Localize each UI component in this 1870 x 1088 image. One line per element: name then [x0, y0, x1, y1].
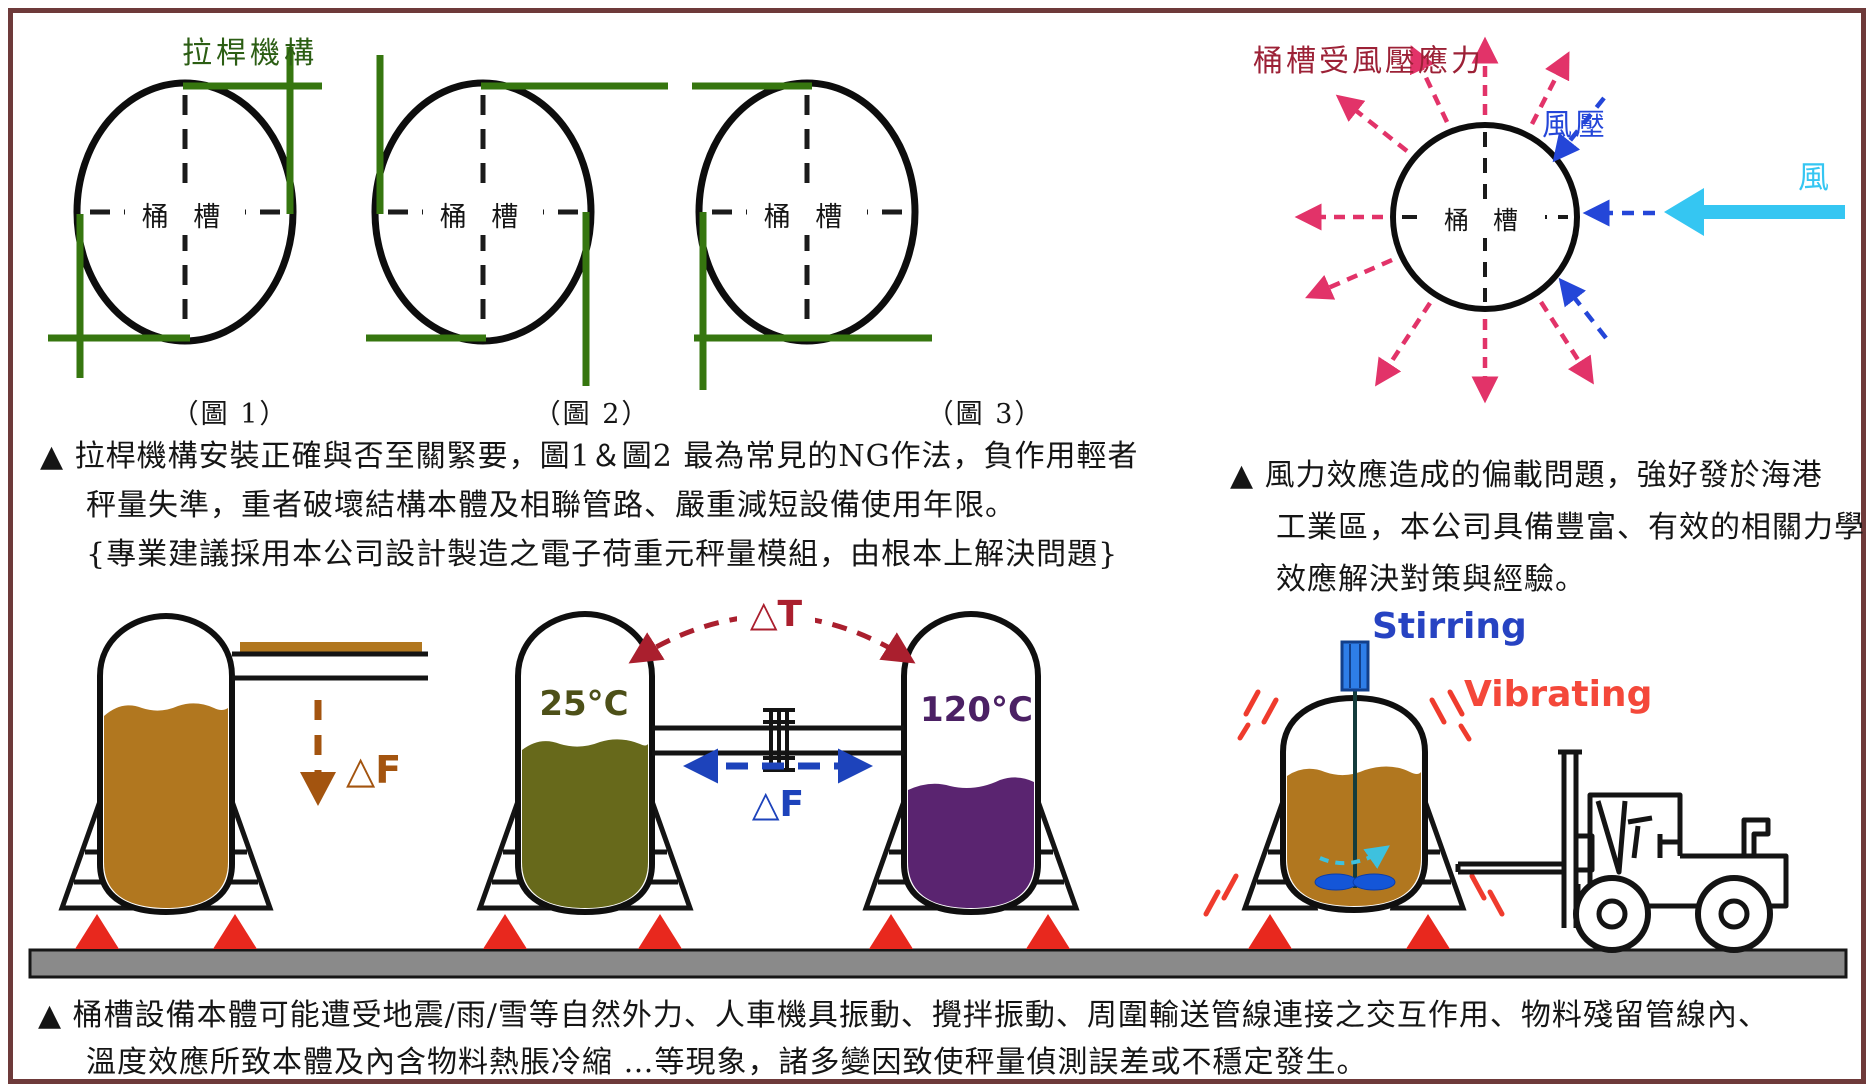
hot-tank-temp-label: 120°C — [920, 690, 1033, 730]
figure-3-caption: （圖 3） — [926, 399, 1044, 430]
wind-stress-label: 桶槽受風壓應力 — [1253, 44, 1484, 79]
delta-t-arc-icon — [628, 613, 916, 664]
tank-label-fig1: 桶 槽 — [125, 194, 245, 235]
tie-rod-mechanism-label: 拉桿機構 — [182, 36, 318, 71]
feed-chute — [232, 642, 428, 681]
stirrer-blades-icon — [1314, 873, 1396, 891]
tie-rod-figure-2 — [366, 55, 668, 386]
tank-material — [104, 703, 228, 908]
wind-note: ▲ 風力效應造成的偏載問題，強好發於海港 工業區，本公司具備豐富、有效的相關力學… — [1230, 450, 1865, 606]
stress-arrows-icon — [1294, 36, 1594, 404]
wind-pressure-arrows-icon — [1552, 96, 1655, 340]
page-border — [8, 8, 1866, 1084]
figure-2-caption: （圖 2） — [533, 399, 651, 430]
feed-force-label: △F — [346, 748, 402, 792]
tie-rods — [692, 82, 932, 390]
stir-rotation-arrow-icon — [1319, 845, 1390, 869]
tank-label-fig3: 桶 槽 — [747, 194, 867, 235]
tank-label-wind: 桶 槽 — [1425, 200, 1545, 238]
wind-arrow-icon — [1664, 188, 1845, 236]
tank-label-fig2: 桶 槽 — [423, 194, 543, 235]
tie-rods — [366, 55, 668, 386]
vibration-marks-icon — [1203, 689, 1505, 917]
tank-material — [522, 739, 648, 908]
tank-material — [908, 777, 1034, 908]
vibrating-label: Vibrating — [1464, 674, 1653, 715]
note-line: {專業建議採用本公司設計製造之電子荷重元秤量模組，由根本上解決問題} — [86, 537, 1119, 572]
cold-tank-temp-label: 25°C — [539, 684, 629, 724]
note-line: 溫度效應所致本體及內含物料熱脹冷縮 …等現象，諸多變因致使秤量偵測誤差或不穩定發… — [86, 1045, 1368, 1080]
tie-rod-note: ▲ 拉桿機構安裝正確與否至關緊要，圖1＆圖2 最為常見的NG作法，負作用輕者 秤… — [40, 432, 1139, 579]
note-line: 秤量失準，重者破壞結構本體及相聯管路、嚴重減短設備使用年限。 — [86, 488, 1016, 523]
note-line: 工業區，本公司具備豐富、有效的相關力學 — [1276, 510, 1865, 545]
wind-label: 風 — [1798, 160, 1829, 196]
wind-pressure-diagram — [1294, 36, 1845, 404]
connecting-pipe — [652, 708, 904, 772]
load-cell-triangles — [75, 914, 1450, 949]
ground-rail — [28, 948, 1848, 979]
feed-tank — [58, 612, 428, 916]
tie-rods — [48, 47, 322, 378]
tie-rod-figure-3 — [692, 79, 932, 390]
wind-pressure-label: 風壓 — [1542, 108, 1608, 143]
temp-diff-label: △T — [737, 594, 815, 635]
bottom-note: ▲ 桶槽設備本體可能遭受地震/雨/雪等自然外力、人車機具振動、攪拌振動、周圍輸送… — [38, 992, 1769, 1086]
stirring-tank — [1203, 640, 1505, 917]
note-line: ▲ 拉桿機構安裝正確與否至關緊要，圖1＆圖2 最為常見的NG作法，負作用輕者 — [40, 439, 1139, 474]
forklift-icon — [1455, 749, 1789, 953]
cold-tank — [476, 610, 694, 916]
note-line: ▲ 風力效應造成的偏載問題，強好發於海港 — [1230, 458, 1823, 493]
hot-tank — [862, 610, 1080, 916]
stirring-label: Stirring — [1372, 606, 1527, 647]
note-line: ▲ 桶槽設備本體可能遭受地震/雨/雪等自然外力、人車機具振動、攪拌振動、周圍輸送… — [38, 998, 1769, 1033]
note-line: 效應解決對策與經驗。 — [1276, 562, 1586, 597]
pipe-force-label: △F — [751, 784, 805, 825]
stirrer-motor-icon — [1340, 640, 1370, 692]
figure-1-caption: （圖 1） — [171, 399, 289, 430]
feed-force-arrow-icon — [300, 700, 336, 806]
pipe-flange-icon — [763, 708, 795, 772]
